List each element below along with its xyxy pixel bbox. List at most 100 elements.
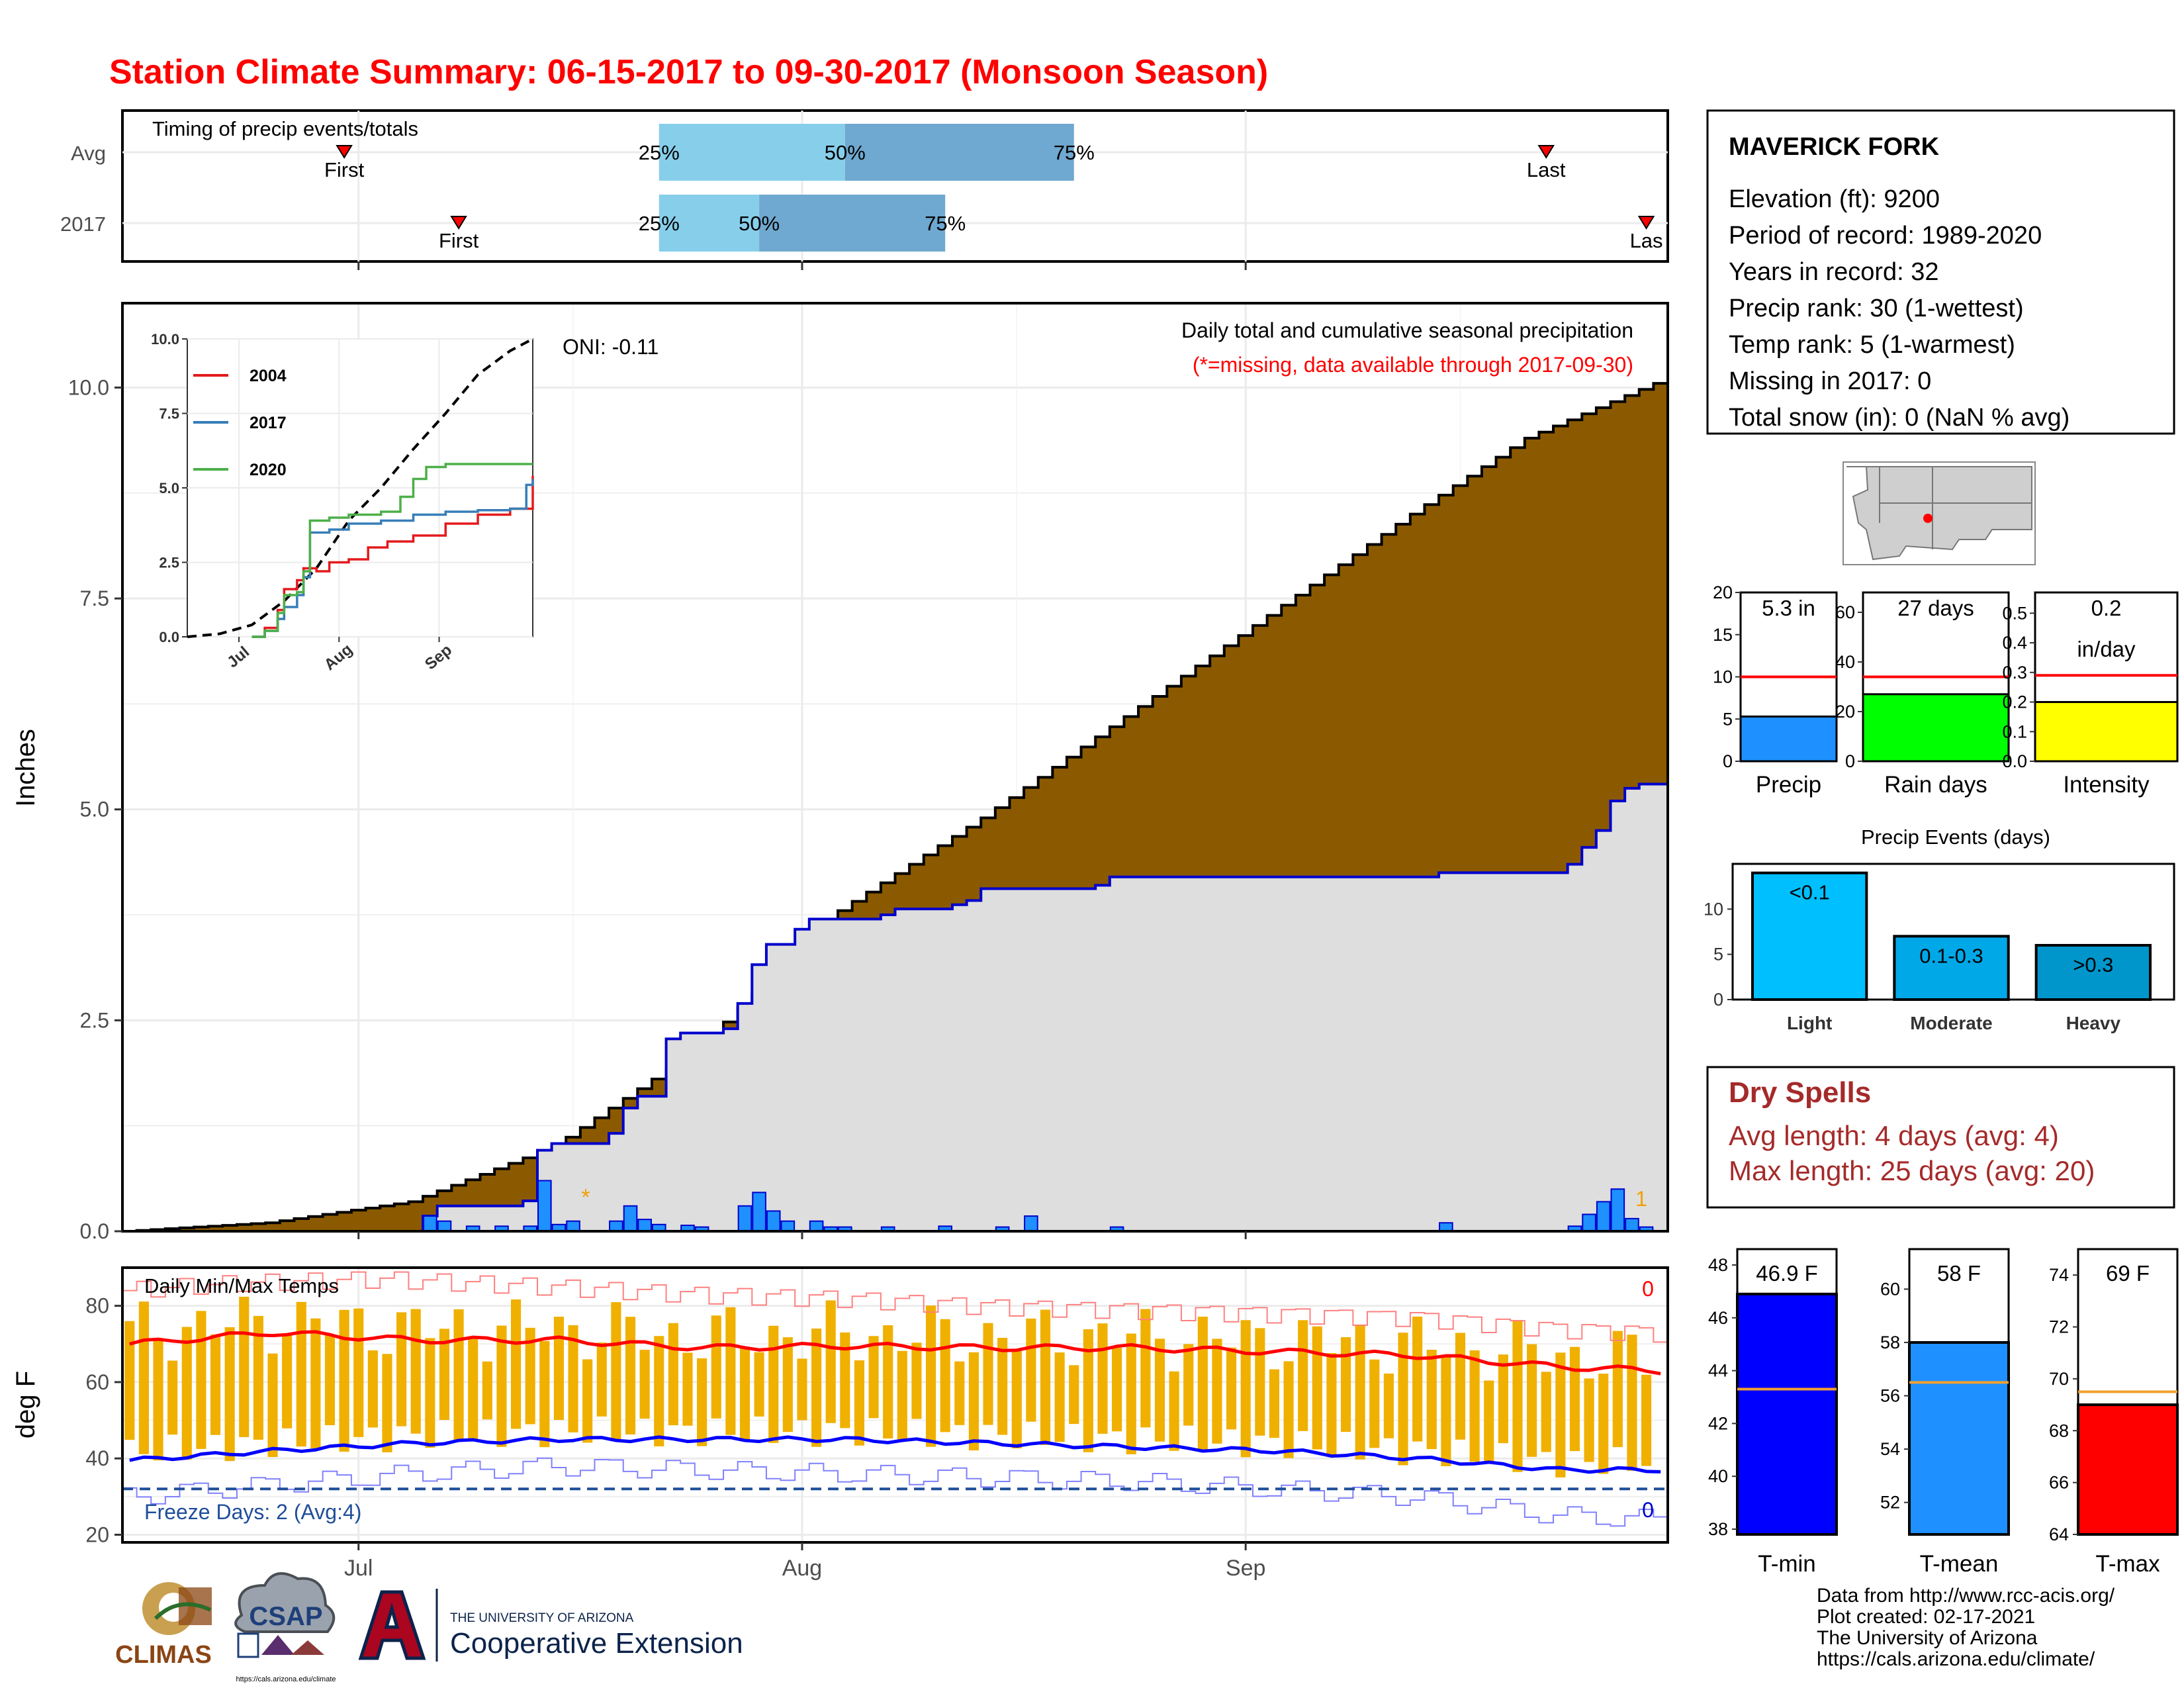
daily-temp-bar bbox=[1040, 1309, 1051, 1445]
events-category-label: Moderate bbox=[1910, 1013, 1992, 1033]
quartile-bar-50-75 bbox=[844, 124, 1074, 181]
daily-temp-bar bbox=[425, 1338, 435, 1448]
credit-line-2: Plot created: 02-17-2021 bbox=[1817, 1606, 2035, 1628]
precip-ylabel: Inches bbox=[11, 729, 40, 807]
daily-temp-bar bbox=[983, 1323, 993, 1425]
total-ytick-label: 15 bbox=[1713, 625, 1733, 645]
temp-panel: Daily Min/Max Temps Freeze Days: 2 (Avg:… bbox=[11, 1266, 1669, 1581]
daily-temp-bar bbox=[282, 1335, 293, 1429]
dry-spells-box: Dry Spells Avg length: 4 days (avg: 4) M… bbox=[1706, 1066, 2175, 1209]
events-category-label: Heavy bbox=[2066, 1013, 2121, 1033]
daily-temp-bar bbox=[682, 1352, 693, 1426]
total-ytick-label: 0.5 bbox=[2002, 603, 2027, 623]
daily-temp-bar bbox=[482, 1361, 492, 1420]
record-max-line bbox=[122, 1271, 1668, 1343]
daily-precip-bar bbox=[637, 1219, 652, 1233]
daily-temp-bar bbox=[1169, 1371, 1179, 1451]
station-info-box: MAVERICK FORK Elevation (ft): 9200 Perio… bbox=[1706, 109, 2175, 435]
total-value-label: 27 days bbox=[1897, 596, 1974, 620]
precip-ytick-label: 2.5 bbox=[80, 1008, 109, 1032]
total-ytick-label: 0.2 bbox=[2002, 692, 2027, 712]
daily-temp-bar bbox=[1355, 1324, 1365, 1460]
daily-temp-bar bbox=[1469, 1350, 1480, 1462]
daily-temp-bar bbox=[625, 1317, 636, 1435]
daily-temp-bar bbox=[1369, 1359, 1380, 1448]
temp-mini-ytick-label: 68 bbox=[2049, 1421, 2069, 1440]
daily-temp-bar bbox=[797, 1358, 807, 1421]
daily-temp-bar bbox=[224, 1327, 235, 1462]
total-ytick-label: 0.1 bbox=[2002, 722, 2027, 741]
station-line-4: Precip rank: 30 (1-wettest) bbox=[1729, 295, 2024, 322]
daily-temp-bar bbox=[339, 1309, 349, 1452]
daily-temp-bar bbox=[496, 1325, 507, 1447]
inset-series-2020 bbox=[251, 463, 533, 638]
daily-temp-bar bbox=[138, 1301, 149, 1454]
temp-mini-value-label: 58 F bbox=[1937, 1261, 1981, 1286]
daily-temp-bar bbox=[439, 1329, 450, 1421]
daily-precip-bar bbox=[809, 1220, 824, 1232]
temp-mini-ytick-label: 72 bbox=[2049, 1317, 2069, 1337]
daily-temp-bar bbox=[582, 1359, 593, 1443]
inset-ytick-label: 5.0 bbox=[159, 480, 179, 496]
credit-line-4: https://cals.arizona.edu/climate/ bbox=[1817, 1648, 2095, 1670]
total-value-label: 5.3 in bbox=[1762, 596, 1815, 620]
daily-temp-bar bbox=[396, 1312, 407, 1427]
daily-temp-bar bbox=[1398, 1333, 1408, 1466]
inset-ytick-label: 0.0 bbox=[159, 629, 179, 645]
seasonal-totals-charts: 0 5 10 15 20 5.3 in Precip 0 20 40 60 27 days Rain d… bbox=[1713, 583, 2179, 798]
precip-chart-title: Daily total and cumulative seasonal prec… bbox=[1181, 318, 1633, 342]
daily-precip-bar bbox=[566, 1220, 580, 1232]
seasonal-temp-charts: 38 40 42 44 46 48 46.9 F T-min 52 54 56 58 60 58 F T-m… bbox=[1708, 1248, 2179, 1577]
daily-temp-bar bbox=[1641, 1374, 1652, 1466]
temp-mini-ytick-label: 38 bbox=[1708, 1519, 1728, 1539]
temp-mini-ytick-label: 70 bbox=[2049, 1369, 2069, 1389]
daily-temp-bar bbox=[1312, 1326, 1322, 1450]
events-ytick-label: 0 bbox=[1713, 990, 1723, 1009]
daily-temp-bar bbox=[267, 1353, 278, 1458]
temp-mini-ytick-label: 56 bbox=[1880, 1386, 1900, 1406]
timing-label: Timing of precip events/totals bbox=[152, 117, 418, 140]
inset-ytick-label: 10.0 bbox=[151, 331, 179, 348]
daily-temp-bar bbox=[1541, 1372, 1551, 1452]
quartile-label-50: 50% bbox=[739, 212, 780, 235]
total-ytick-label: 0.0 bbox=[2002, 751, 2027, 771]
daily-temp-bar bbox=[539, 1340, 550, 1448]
timing-row-avg: Avg bbox=[71, 142, 106, 165]
daily-temp-bar bbox=[1183, 1344, 1194, 1426]
daily-temp-bar bbox=[1598, 1374, 1609, 1474]
inset-ytick-label: 2.5 bbox=[159, 555, 179, 571]
quartile-bar-25-50 bbox=[659, 195, 760, 252]
temp-mini-ytick-label: 46 bbox=[1708, 1308, 1728, 1328]
daily-temp-bar bbox=[654, 1336, 664, 1446]
precip-events-chart: Precip Events (days) 0 5 10 <0.1 Light 0.1-0.… bbox=[1704, 825, 2175, 1033]
temp-mini-ytick-label: 74 bbox=[2049, 1265, 2069, 1285]
precip-chart-subtitle: (*=missing, data available through 2017-… bbox=[1193, 353, 1633, 377]
temp-ytick-label: 80 bbox=[85, 1294, 109, 1318]
daily-temp-bar bbox=[124, 1321, 135, 1440]
ua-logo: THE UNIVERSITY OF ARIZONA Cooperative Ex… bbox=[358, 1589, 743, 1662]
timing-panel: Timing of precip events/totals Avg 2017 … bbox=[60, 109, 1669, 270]
daily-temp-bar bbox=[1097, 1323, 1108, 1434]
daily-temp-bar bbox=[940, 1319, 950, 1432]
daily-precip-bar bbox=[752, 1192, 766, 1232]
events-ytick-label: 10 bbox=[1704, 899, 1723, 919]
credit-line-3: The University of Arizona bbox=[1817, 1627, 2038, 1649]
first-event-marker bbox=[336, 145, 353, 159]
daily-temp-bar bbox=[811, 1328, 822, 1447]
last-event-label: Last bbox=[1527, 158, 1566, 181]
total-ytick-label: 0 bbox=[1723, 751, 1733, 771]
daily-temp-bar bbox=[525, 1327, 535, 1425]
temp-xtick-label: Aug bbox=[782, 1556, 823, 1581]
temp-ylabel: deg F bbox=[11, 1371, 40, 1438]
daily-temp-bar bbox=[1412, 1316, 1423, 1442]
temp-mini-ytick-label: 66 bbox=[2049, 1473, 2069, 1493]
daily-temp-bar bbox=[868, 1336, 879, 1419]
avg-tmax-line bbox=[129, 1330, 1661, 1376]
precip-ytick-label: 0.0 bbox=[80, 1219, 109, 1243]
total-category-label: Intensity bbox=[2063, 772, 2150, 798]
total-ytick-label: 60 bbox=[1835, 602, 1855, 622]
last-event-marker bbox=[1637, 216, 1655, 230]
daily-temp-bar bbox=[468, 1338, 478, 1440]
quartile-label-75: 75% bbox=[925, 212, 966, 235]
daily-temp-bar bbox=[782, 1337, 793, 1432]
